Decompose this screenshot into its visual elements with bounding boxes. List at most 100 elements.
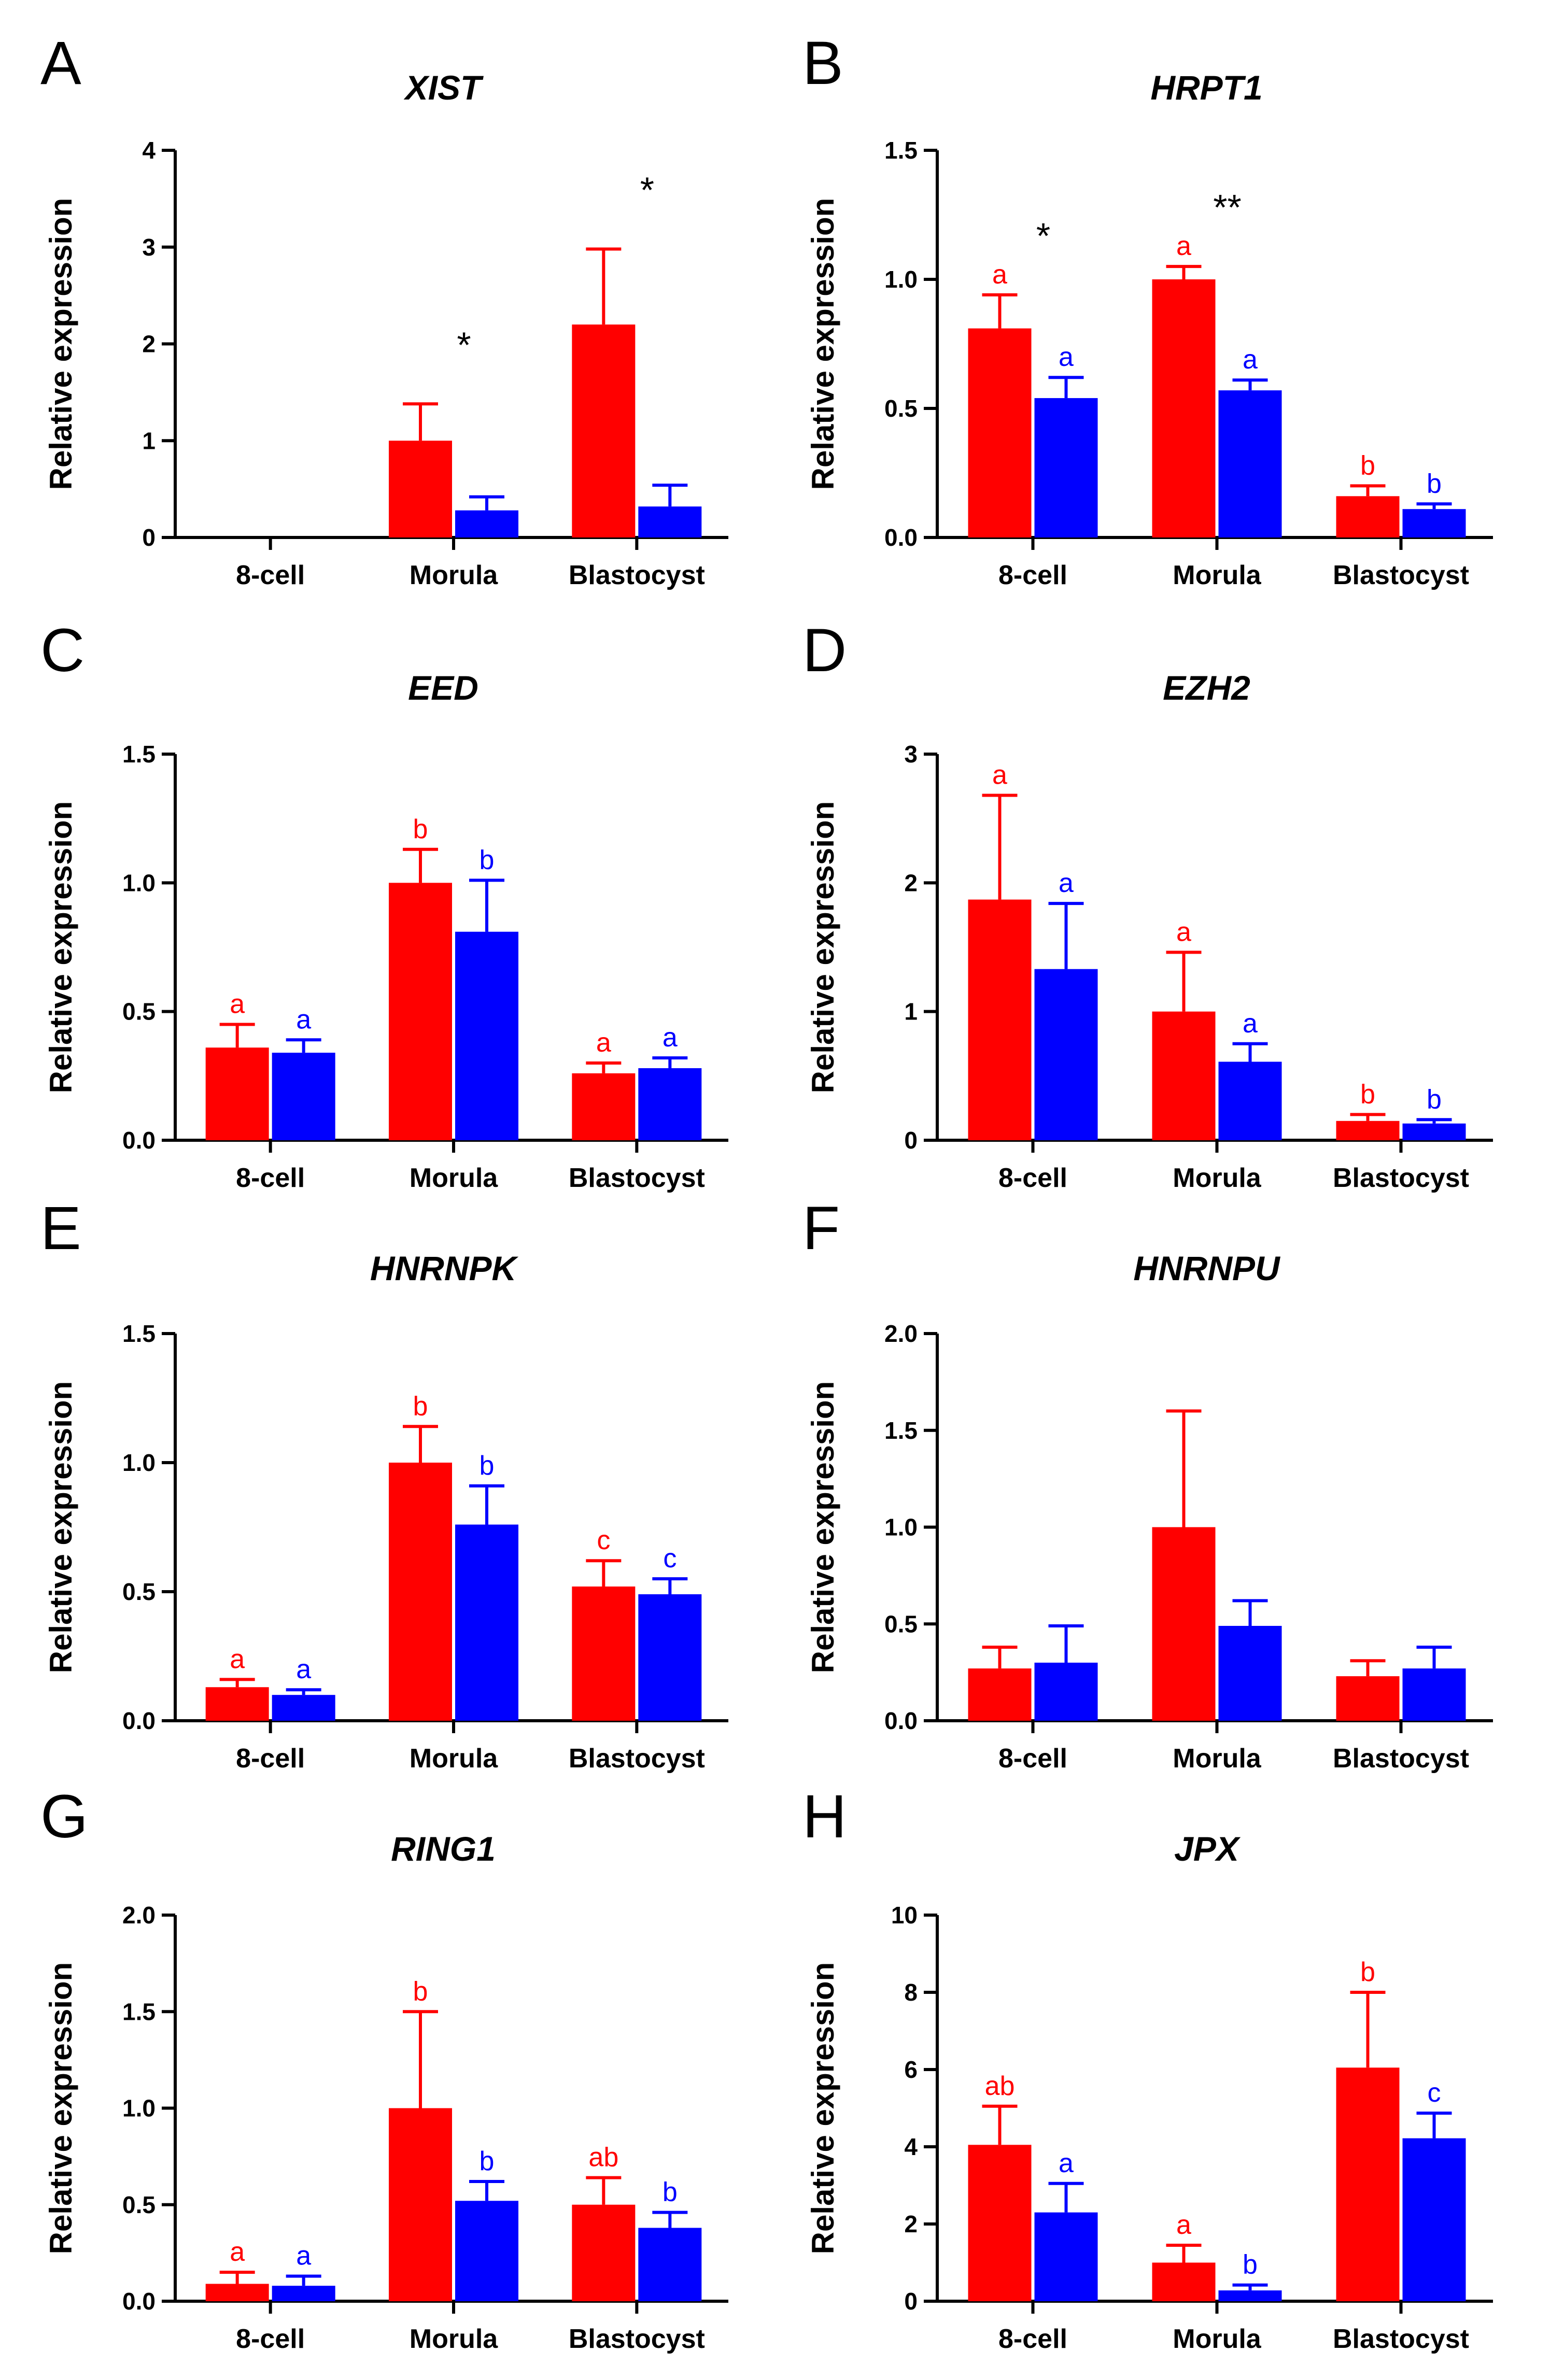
- y-tick-label: 6: [904, 2056, 918, 2083]
- group-letter-label: a: [1059, 342, 1074, 372]
- panel-letter: H: [802, 1782, 847, 1851]
- y-tick-label: 4: [904, 2133, 918, 2160]
- y-tick-label: 1.0: [122, 1449, 156, 1476]
- bar-blue-morula: [1218, 2290, 1282, 2301]
- group-letter-label: c: [597, 1525, 610, 1555]
- y-axis-label: Relative expression: [44, 198, 78, 490]
- x-tick-label: 8-cell: [236, 2324, 305, 2354]
- bar-red-blastocyst: [1336, 496, 1400, 537]
- chart-title: JPX: [1174, 1830, 1241, 1868]
- bar-blue-blastocyst: [1402, 1123, 1466, 1140]
- y-tick-label: 0: [904, 2288, 918, 2315]
- chart-panel-a: A XIST Relative expression 0 1 2 3 4 8-cell Morul…: [40, 29, 728, 590]
- y-tick-label: 1.0: [122, 869, 156, 896]
- panel-letter: B: [802, 29, 843, 97]
- group-letter-label: a: [1243, 345, 1258, 375]
- bar-blue-morula: [1218, 1061, 1282, 1140]
- y-axis-label: Relative expression: [806, 1381, 840, 1674]
- y-tick-label: 1: [142, 427, 156, 454]
- bar-red-blastocyst: [1336, 1676, 1400, 1721]
- group-letter-label: b: [480, 845, 495, 875]
- chart-title: HRPT1: [1150, 68, 1262, 107]
- bar-blue-morula: [1218, 390, 1282, 537]
- bar-blue-blastocyst: [638, 2228, 702, 2301]
- group-letter-label: b: [1427, 1084, 1442, 1114]
- x-tick-label: 8-cell: [236, 560, 305, 590]
- y-tick-label: 2.0: [884, 1320, 918, 1347]
- y-tick-label: 1.0: [884, 1514, 918, 1541]
- bar-red-8-cell: [968, 328, 1032, 537]
- bar-red-8-cell: [205, 1047, 269, 1140]
- bar-blue-blastocyst: [1402, 2138, 1466, 2301]
- group-letter-label: b: [663, 2177, 678, 2207]
- bar-blue-8-cell: [272, 1695, 335, 1721]
- significance-marker: *: [640, 169, 654, 210]
- x-tick-label: 8-cell: [236, 1744, 305, 1774]
- group-letter-label: b: [413, 1976, 428, 2006]
- group-letter-label: a: [1059, 2148, 1074, 2178]
- bar-blue-8-cell: [272, 2286, 335, 2301]
- group-letter-label: a: [1176, 917, 1191, 947]
- bar-blue-blastocyst: [638, 1068, 702, 1140]
- bar-red-morula: [389, 1463, 452, 1721]
- y-tick-label: 0.0: [122, 1707, 156, 1734]
- chart-panel-c: C EED Relative expression 0.0 0.5 1.0 1.5 8-cel…: [40, 616, 728, 1193]
- y-axis-label: Relative expression: [44, 1381, 78, 1674]
- group-letter-label: a: [230, 1644, 245, 1674]
- y-tick-label: 0: [904, 1127, 918, 1154]
- y-tick-label: 0.0: [884, 1707, 918, 1734]
- x-tick-label: Morula: [1173, 1744, 1262, 1774]
- x-tick-label: Morula: [1173, 2324, 1262, 2354]
- group-letter-label: ab: [588, 2143, 618, 2173]
- panel-letter: G: [40, 1782, 88, 1851]
- x-tick-label: Blastocyst: [569, 1163, 705, 1193]
- group-letter-label: a: [230, 989, 245, 1019]
- y-tick-label: 2: [142, 331, 156, 358]
- bar-blue-morula: [455, 1524, 518, 1721]
- bar-red-blastocyst: [572, 1073, 636, 1140]
- group-letter-label: a: [992, 260, 1007, 290]
- group-letter-label: a: [596, 1028, 611, 1058]
- group-letter-label: b: [413, 814, 428, 844]
- group-letter-label: ab: [985, 2071, 1015, 2101]
- chart-panel-f: F HNRNPU Relative expression 0.0 0.5 1.0 1.5 2.…: [802, 1194, 1493, 1774]
- bar-red-morula: [1152, 1011, 1216, 1140]
- bar-blue-blastocyst: [1402, 509, 1466, 537]
- bar-red-morula: [1152, 279, 1216, 537]
- y-tick-label: 0.5: [884, 1610, 918, 1637]
- x-tick-label: 8-cell: [998, 1163, 1067, 1193]
- y-axis-label: Relative expression: [806, 801, 840, 1094]
- group-letter-label: a: [230, 2237, 245, 2267]
- group-letter-label: b: [1360, 1079, 1375, 1109]
- x-tick-label: Blastocyst: [1333, 560, 1469, 590]
- y-tick-label: 1.0: [884, 266, 918, 293]
- x-tick-label: 8-cell: [998, 2324, 1067, 2354]
- bar-red-blastocyst: [572, 2204, 636, 2301]
- y-tick-label: 1.5: [122, 1320, 156, 1347]
- chart-panel-b: B HRPT1 Relative expression 0.0 0.5 1.0 1.5 8-c…: [802, 29, 1493, 590]
- bar-blue-8-cell: [1034, 2212, 1098, 2301]
- bar-blue-8-cell: [1034, 398, 1098, 537]
- y-tick-label: 1.0: [122, 2095, 156, 2122]
- y-tick-label: 0.0: [122, 2288, 156, 2315]
- x-tick-label: Blastocyst: [569, 1744, 705, 1774]
- group-letter-label: b: [480, 2146, 495, 2176]
- panel-letter: C: [40, 616, 84, 685]
- bar-red-blastocyst: [572, 1586, 636, 1721]
- y-axis-label: Relative expression: [44, 801, 78, 1094]
- group-letter-label: c: [663, 1543, 677, 1574]
- y-tick-label: 0: [142, 524, 156, 551]
- significance-marker: *: [1036, 216, 1050, 256]
- bar-red-8-cell: [968, 1668, 1032, 1721]
- bar-red-morula: [389, 2108, 452, 2301]
- y-tick-label: 0.5: [122, 2191, 156, 2218]
- y-tick-label: 2: [904, 869, 918, 896]
- group-letter-label: a: [992, 760, 1007, 790]
- chart-title: RING1: [391, 1830, 496, 1868]
- y-axis-label: Relative expression: [44, 1962, 78, 2255]
- x-tick-label: 8-cell: [998, 560, 1067, 590]
- bar-blue-8-cell: [1034, 969, 1098, 1140]
- chart-title: HNRNPU: [1133, 1249, 1281, 1287]
- y-axis-label: Relative expression: [806, 198, 840, 490]
